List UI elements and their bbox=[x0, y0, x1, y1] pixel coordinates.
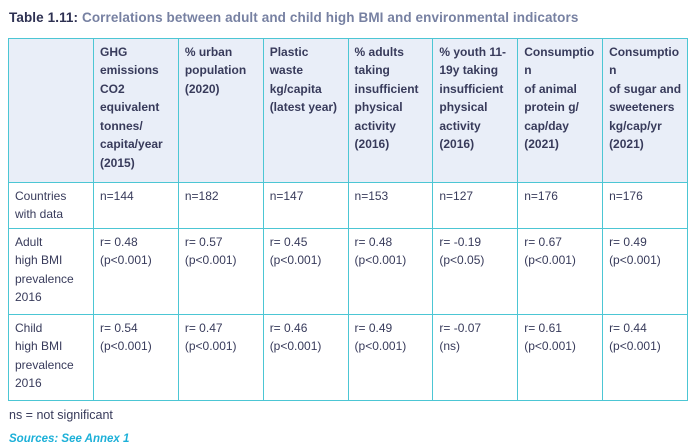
column-header: Consumption of sugar and sweeteners kg/c… bbox=[602, 37, 688, 183]
data-cell: n=153 bbox=[347, 181, 434, 229]
data-cell: r= 0.57 (p<0.001) bbox=[177, 227, 264, 315]
column-header: % adults taking insufficient physical ac… bbox=[347, 37, 434, 183]
sources-note: Sources: See Annex 1 bbox=[9, 432, 130, 444]
data-cell: r= 0.48 (p<0.001) bbox=[347, 227, 434, 315]
data-cell: r= -0.07 (ns) bbox=[432, 313, 519, 401]
data-cell: r= 0.45 (p<0.001) bbox=[262, 227, 349, 315]
column-header: GHG emissions CO2 equivalent tonnes/ cap… bbox=[93, 37, 179, 183]
table-row: Child high BMI prevalence 2016 r= 0.54 (p… bbox=[8, 313, 688, 401]
data-cell: r= 0.48 (p<0.001) bbox=[93, 227, 179, 315]
table-body: Countries with data n=144 n=182 n=147 n=153 n… bbox=[8, 181, 688, 401]
corner-cell bbox=[8, 37, 94, 183]
row-label: Adult high BMI prevalence 2016 bbox=[8, 227, 94, 315]
column-header: % urban population (2020) bbox=[177, 37, 264, 183]
data-cell: r= 0.54 (p<0.001) bbox=[93, 313, 179, 401]
table-row: Countries with data n=144 n=182 n=147 n=153 n… bbox=[8, 181, 688, 229]
correlation-table: GHG emissions CO2 equivalent tonnes/ cap… bbox=[8, 37, 688, 401]
column-header: % youth 11- 19y taking insufficient phys… bbox=[432, 37, 519, 183]
data-cell: r= 0.61 (p<0.001) bbox=[517, 313, 604, 401]
table-number: Table 1.11: bbox=[9, 10, 79, 25]
data-cell: r= 0.44 (p<0.001) bbox=[602, 313, 688, 401]
table-header: GHG emissions CO2 equivalent tonnes/ cap… bbox=[8, 37, 688, 183]
column-header: Consumption of animal protein g/ cap/day… bbox=[517, 37, 604, 183]
footnote: ns = not significant bbox=[9, 407, 113, 422]
table-title-text: Correlations between adult and child hig… bbox=[78, 10, 579, 25]
data-cell: n=127 bbox=[432, 181, 519, 229]
data-cell: r= 0.49 (p<0.001) bbox=[602, 227, 688, 315]
data-cell: n=182 bbox=[177, 181, 264, 229]
row-label: Child high BMI prevalence 2016 bbox=[8, 313, 94, 401]
header-row: GHG emissions CO2 equivalent tonnes/ cap… bbox=[8, 37, 688, 183]
row-label: Countries with data bbox=[8, 181, 94, 229]
data-cell: n=147 bbox=[262, 181, 349, 229]
column-header: Plastic waste kg/capita (latest year) bbox=[262, 37, 349, 183]
data-cell: n=176 bbox=[602, 181, 688, 229]
data-cell: r= 0.49 (p<0.001) bbox=[347, 313, 434, 401]
data-cell: r= -0.19 (p<0.05) bbox=[432, 227, 519, 315]
data-cell: r= 0.67 (p<0.001) bbox=[517, 227, 604, 315]
data-cell: r= 0.46 (p<0.001) bbox=[262, 313, 349, 401]
data-cell: n=144 bbox=[93, 181, 179, 229]
page-title: Table 1.11: Correlations between adult a… bbox=[9, 9, 688, 27]
data-cell: r= 0.47 (p<0.001) bbox=[177, 313, 264, 401]
data-cell: n=176 bbox=[517, 181, 604, 229]
table-row: Adult high BMI prevalence 2016 r= 0.48 (p… bbox=[8, 227, 688, 315]
